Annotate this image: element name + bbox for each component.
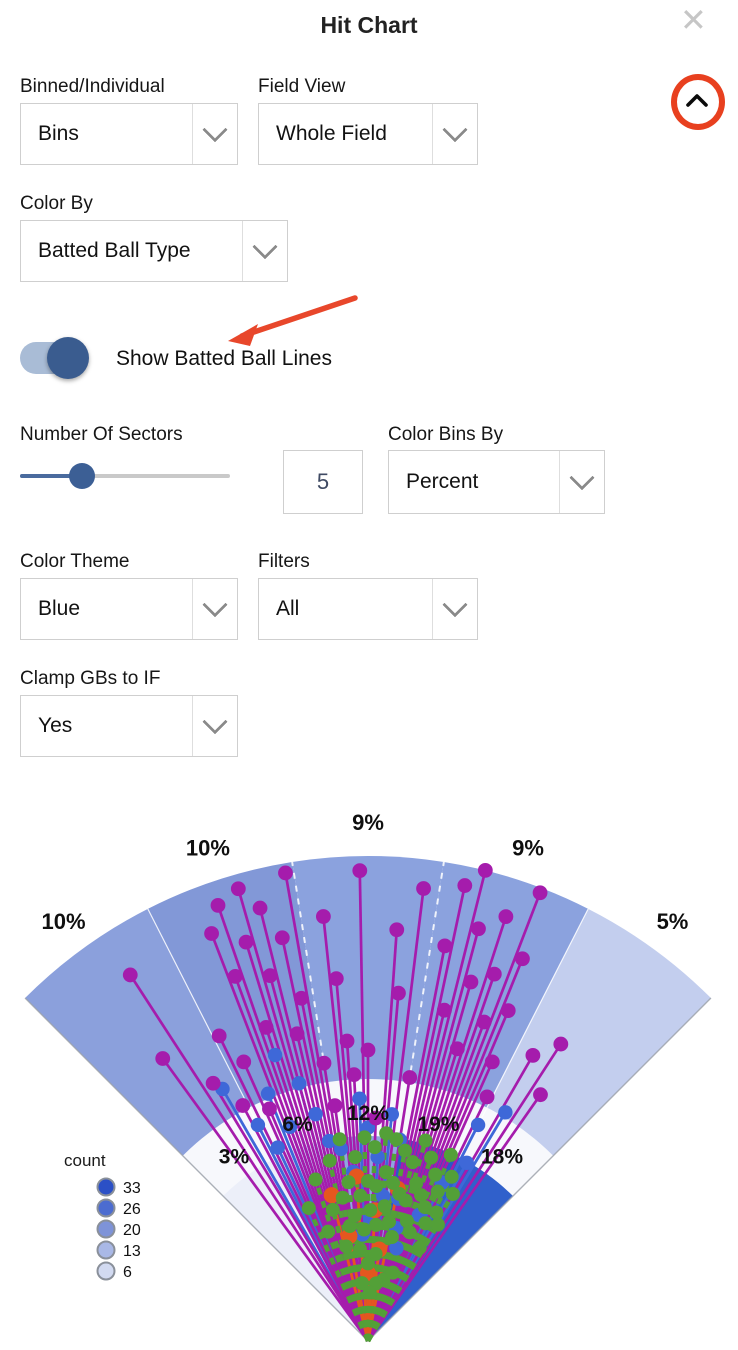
svg-text:20: 20 xyxy=(123,1222,141,1239)
spray-chart: 10% 10% 9% 9% 5% 3% 6% 12% 19% 18% count 33 26 20 13 6 xyxy=(24,810,712,1343)
show-batted-ball-lines-label: Show Batted Ball Lines xyxy=(116,347,332,370)
close-icon[interactable]: ✕ xyxy=(680,2,707,38)
svg-text:10%: 10% xyxy=(186,835,230,860)
legend: count 33 26 20 13 6 xyxy=(64,1151,141,1281)
chevron-up-icon xyxy=(686,94,708,107)
chevron-down-icon xyxy=(432,579,477,639)
field-view-label: Field View xyxy=(258,76,346,97)
toggle-knob xyxy=(47,337,89,379)
annotation-arrow xyxy=(228,295,358,346)
svg-text:33: 33 xyxy=(123,1180,141,1197)
color-bins-by-value: Percent xyxy=(406,470,479,493)
color-theme-select[interactable]: Blue xyxy=(20,578,238,640)
svg-text:count: count xyxy=(64,1151,106,1170)
page-title: Hit Chart xyxy=(320,12,418,38)
collapse-panel-button[interactable] xyxy=(672,75,722,125)
color-theme-value: Blue xyxy=(38,597,81,620)
svg-text:10%: 10% xyxy=(42,909,86,934)
chevron-down-icon xyxy=(192,696,237,756)
clamp-gbs-label: Clamp GBs to IF xyxy=(20,668,161,689)
filters-value: All xyxy=(276,597,300,620)
binned-individual-select[interactable]: Bins xyxy=(20,103,238,165)
chevron-down-icon xyxy=(559,451,604,513)
chevron-down-icon xyxy=(242,221,287,281)
color-by-select[interactable]: Batted Ball Type xyxy=(20,220,288,282)
svg-text:18%: 18% xyxy=(481,1146,523,1169)
svg-text:12%: 12% xyxy=(347,1102,389,1125)
svg-text:9%: 9% xyxy=(352,810,384,835)
sector-labels: 10% 10% 9% 9% 5% 3% 6% 12% 19% 18% xyxy=(42,810,689,1169)
slider-knob[interactable] xyxy=(69,463,95,489)
binned-individual-value: Bins xyxy=(38,122,79,145)
color-by-label: Color By xyxy=(20,193,93,214)
number-of-sectors-input[interactable]: 5 xyxy=(283,450,363,514)
svg-text:5%: 5% xyxy=(657,909,689,934)
filters-select[interactable]: All xyxy=(258,578,478,640)
svg-text:6%: 6% xyxy=(282,1113,313,1136)
chevron-down-icon xyxy=(432,104,477,164)
filters-label: Filters xyxy=(258,551,310,572)
clamp-gbs-select[interactable]: Yes xyxy=(20,695,238,757)
batted-ball-dots xyxy=(122,863,569,1300)
svg-text:6: 6 xyxy=(123,1264,132,1281)
chevron-down-icon xyxy=(192,104,237,164)
binned-individual-label: Binned/Individual xyxy=(20,76,165,97)
color-bins-by-label: Color Bins By xyxy=(388,424,504,445)
color-theme-label: Color Theme xyxy=(20,551,130,572)
number-of-sectors-slider[interactable] xyxy=(20,462,230,490)
field-view-value: Whole Field xyxy=(276,122,387,145)
color-by-value: Batted Ball Type xyxy=(38,239,191,262)
chevron-down-icon xyxy=(192,579,237,639)
show-batted-ball-lines-toggle[interactable] xyxy=(20,337,89,379)
svg-text:3%: 3% xyxy=(219,1146,250,1169)
svg-text:9%: 9% xyxy=(512,835,544,860)
clamp-gbs-value: Yes xyxy=(38,714,73,737)
svg-text:13: 13 xyxy=(123,1243,141,1260)
purple-batted-balls-dots xyxy=(122,863,569,1126)
green-ground-balls-dots xyxy=(301,1126,460,1300)
number-of-sectors-label: Number Of Sectors xyxy=(20,424,183,445)
field-view-select[interactable]: Whole Field xyxy=(258,103,478,165)
svg-text:26: 26 xyxy=(123,1201,141,1218)
svg-text:19%: 19% xyxy=(417,1113,459,1136)
color-bins-by-select[interactable]: Percent xyxy=(388,450,605,514)
